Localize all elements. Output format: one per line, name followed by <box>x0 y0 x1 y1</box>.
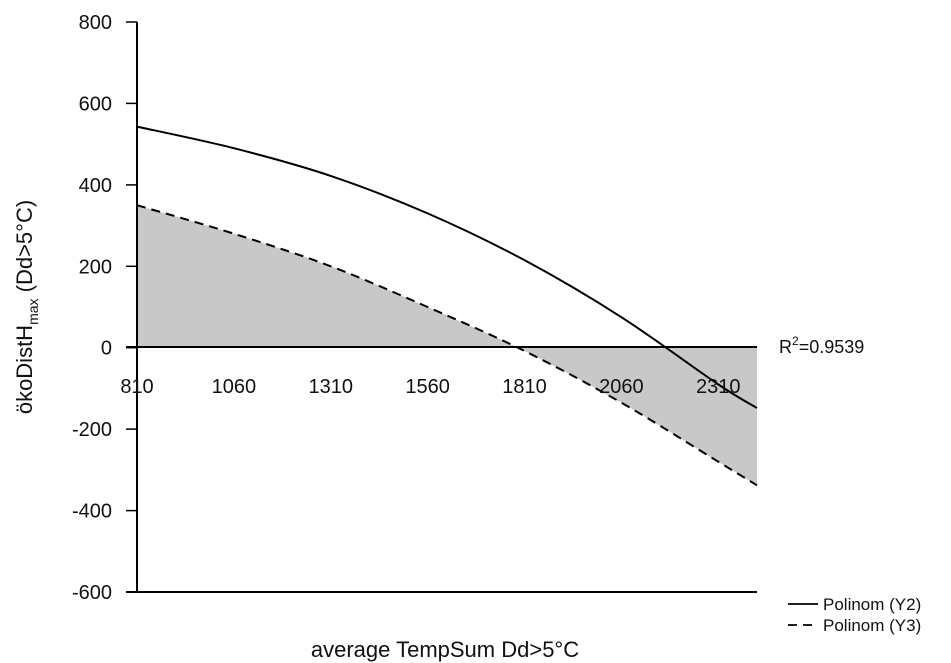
r-squared-superscript: 2 <box>792 334 799 348</box>
y-tick-label: 400 <box>79 175 112 197</box>
x-tick-label: 2060 <box>599 376 644 398</box>
y-tick-label: 800 <box>79 12 112 34</box>
x-tick-labels: 810 1060 1310 1560 1810 2060 2310 <box>120 376 740 398</box>
series-2-shaded-area <box>137 205 757 486</box>
y-axis-title-main: ökoDistH <box>12 325 37 414</box>
y-tick-label: -600 <box>72 582 112 604</box>
y-tick-label: 600 <box>79 93 112 115</box>
r-squared-base: R <box>779 337 792 357</box>
x-tick-label: 1310 <box>309 376 354 398</box>
legend-label-y2: Polinom (Y2) <box>823 595 921 614</box>
x-tick-label: 1060 <box>212 376 257 398</box>
x-tick-label: 810 <box>120 376 153 398</box>
legend: Polinom (Y2) Polinom (Y3) <box>788 595 921 635</box>
series-2-line <box>136 204 758 487</box>
x-tick-label: 1560 <box>405 376 450 398</box>
legend-label-y3: Polinom (Y3) <box>823 616 921 635</box>
shaded-area-layer <box>137 205 757 486</box>
x-tick-label: 1810 <box>502 376 547 398</box>
y-tick-label: -400 <box>72 501 112 523</box>
y-tick-labels: 800 600 400 200 0 -200 -400 -600 <box>72 12 137 604</box>
x-axis-title: average TempSum Dd>5°C <box>311 637 579 662</box>
x-tick-label: 2310 <box>696 376 741 398</box>
y-axis-title-subscript: max <box>25 298 41 324</box>
axes-layer <box>126 22 757 593</box>
y-axis-title: ökoDistHmax (Dd>5°C) <box>12 200 41 414</box>
y-tick-label: -200 <box>72 419 112 441</box>
y-axis-title-suffix: (Dd>5°C) <box>12 200 37 299</box>
r-squared-annotation: R2=0.9539 <box>779 334 864 357</box>
y-tick-label: 0 <box>101 338 112 360</box>
series-layer <box>136 125 758 487</box>
y-tick-label: 200 <box>79 256 112 278</box>
series-1-line <box>136 125 758 409</box>
r-squared-value: =0.9539 <box>799 337 865 357</box>
